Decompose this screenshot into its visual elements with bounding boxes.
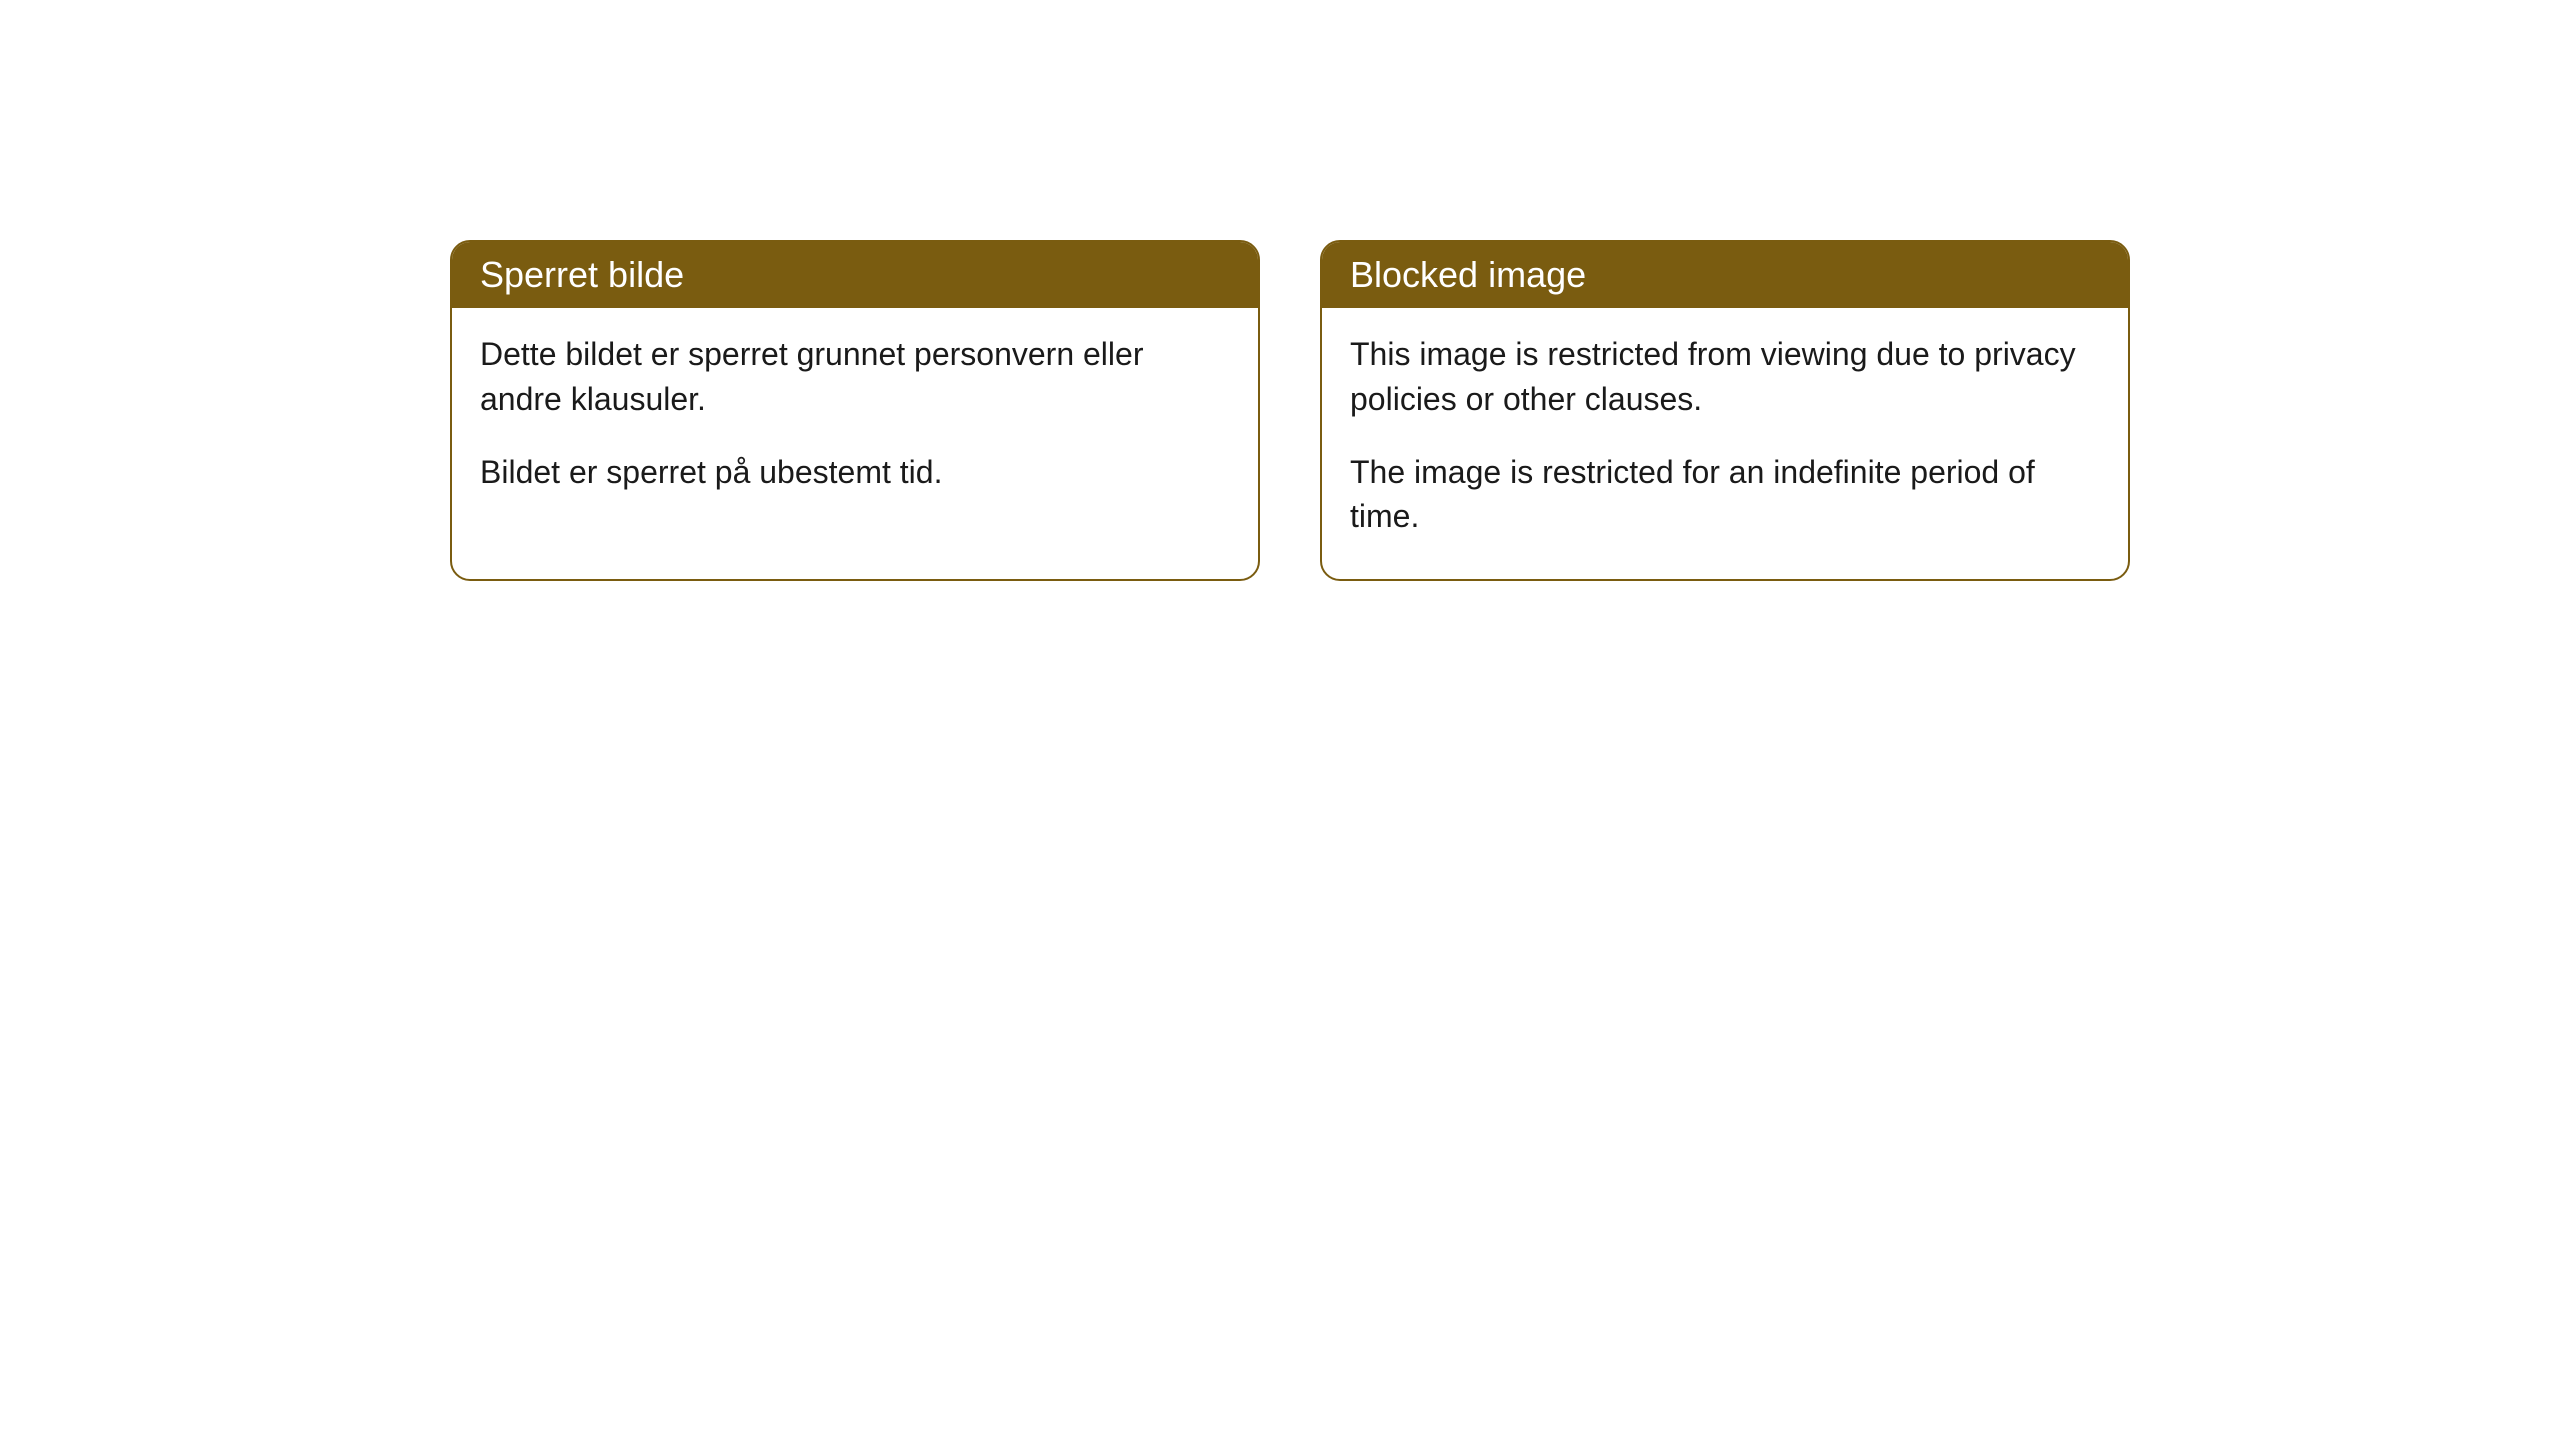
card-title: Sperret bilde [480, 254, 684, 295]
card-paragraph: The image is restricted for an indefinit… [1350, 450, 2100, 540]
card-title: Blocked image [1350, 254, 1586, 295]
card-body: Dette bildet er sperret grunnet personve… [452, 308, 1258, 534]
blocked-image-card-norwegian: Sperret bilde Dette bildet er sperret gr… [450, 240, 1260, 581]
card-paragraph: Bildet er sperret på ubestemt tid. [480, 450, 1230, 495]
cards-container: Sperret bilde Dette bildet er sperret gr… [450, 240, 2130, 581]
card-body: This image is restricted from viewing du… [1322, 308, 2128, 579]
card-paragraph: This image is restricted from viewing du… [1350, 332, 2100, 422]
card-header: Sperret bilde [452, 242, 1258, 308]
card-header: Blocked image [1322, 242, 2128, 308]
blocked-image-card-english: Blocked image This image is restricted f… [1320, 240, 2130, 581]
card-paragraph: Dette bildet er sperret grunnet personve… [480, 332, 1230, 422]
